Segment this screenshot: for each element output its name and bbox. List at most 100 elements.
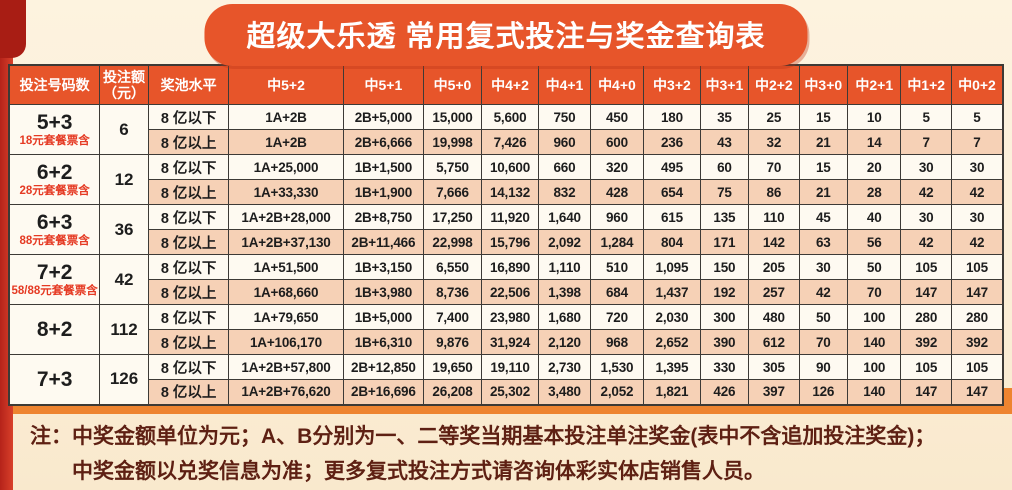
prize-value-cell: 330 [699, 354, 750, 380]
prize-value-cell: 28 [846, 179, 902, 205]
prize-value-cell: 600 [589, 129, 645, 155]
bet-amount-cell: 6 [99, 104, 149, 155]
prize-value-cell: 40 [846, 204, 902, 230]
prize-value-cell: 19,650 [423, 354, 482, 380]
table-row: 8+2 112 8 亿以下 1A+79,650 1B+5,000 7,400 23,980 1… [8, 304, 1004, 355]
prize-value-cell: 1A+2B+76,620 [228, 379, 344, 405]
prize-value-cell: 32 [748, 129, 800, 155]
pool-level-cell: 8 亿以上 [147, 129, 230, 155]
prize-value-cell: 147 [950, 379, 1004, 405]
prize-value-cell: 205 [748, 254, 800, 280]
prize-value-cell: 280 [900, 304, 952, 330]
prize-value-cell: 1A+2B+57,800 [228, 354, 344, 380]
table-row: 5+3 18元套餐票含 6 8 亿以下 1A+2B 2B+5,000 15,000 5,600… [8, 104, 1004, 155]
prize-value-cell: 9,876 [423, 329, 482, 355]
prize-value-cell: 1,284 [589, 229, 645, 255]
prize-value-cell: 750 [538, 104, 591, 130]
prize-value-cell: 2B+6,666 [342, 129, 425, 155]
header-hit-1-2: 中1+2 [900, 64, 952, 105]
prize-value-cell: 2,120 [538, 329, 591, 355]
table-row: 7+2 58/88元套餐票含 42 8 亿以下 1A+51,500 1B+3,150 6,5… [8, 254, 1004, 305]
header-hit-3-2: 中3+2 [643, 64, 701, 105]
prize-value-cell: 320 [589, 154, 645, 180]
prize-value-cell: 2,052 [589, 379, 645, 405]
prize-value-cell: 7,666 [423, 179, 482, 205]
prize-value-cell: 45 [798, 204, 849, 230]
prize-value-cell: 1A+51,500 [228, 254, 344, 280]
bet-numbers-cell: 6+3 88元套餐票含 [8, 204, 101, 255]
prize-value-cell: 7 [950, 129, 1004, 155]
note-lines: 中奖金额单位为元；A、B分别为一、二等奖当期基本投注单注奖金(表中不含追加投注奖… [72, 420, 990, 489]
prize-value-cell: 1,530 [589, 354, 645, 380]
prize-value-cell: 1,110 [538, 254, 591, 280]
bet-numbers-cell: 8+2 [8, 304, 101, 355]
prize-value-cell: 428 [589, 179, 645, 205]
prize-value-cell: 720 [589, 304, 645, 330]
prize-value-cell: 19,110 [480, 354, 540, 380]
prize-value-cell: 660 [538, 154, 591, 180]
bet-amount-cell: 126 [99, 354, 149, 405]
prize-value-cell: 1,395 [643, 354, 701, 380]
prize-value-cell: 1,821 [643, 379, 701, 405]
table-row: 6+3 88元套餐票含 36 8 亿以下 1A+2B+28,000 2B+8,750 17,… [8, 204, 1004, 255]
bet-numbers-cell: 6+2 28元套餐票含 [8, 154, 101, 205]
prize-value-cell: 8,736 [423, 279, 482, 305]
prize-value-cell: 1A+2B [228, 129, 344, 155]
table-row: 8 亿以上 1A+2B+37,130 2B+11,466 22,998 15,796 2,… [9, 229, 1004, 255]
header-hit-2-2: 中2+2 [748, 64, 800, 105]
prize-value-cell: 5 [950, 104, 1004, 130]
prize-value-cell: 25 [748, 104, 800, 130]
prize-value-cell: 35 [699, 104, 750, 130]
prize-value-cell: 390 [699, 329, 750, 355]
prize-value-cell: 11,920 [480, 204, 540, 230]
prize-value-cell: 140 [846, 329, 902, 355]
bet-package-note: 18元套餐票含 [19, 134, 90, 147]
bet-package-note: 28元套餐票含 [19, 184, 90, 197]
prize-value-cell: 75 [699, 179, 750, 205]
pool-level-cell: 8 亿以上 [147, 379, 230, 405]
prize-value-cell: 1,680 [538, 304, 591, 330]
note-line-1: 中奖金额单位为元；A、B分别为一、二等奖当期基本投注单注奖金(表中不含追加投注奖… [72, 425, 936, 448]
bet-amount-cell: 12 [99, 154, 149, 205]
prize-value-cell: 15,796 [480, 229, 540, 255]
bet-package-note: 58/88元套餐票含 [11, 284, 98, 297]
prize-value-cell: 30 [950, 204, 1004, 230]
prize-value-cell: 105 [950, 354, 1004, 380]
prize-value-cell: 426 [699, 379, 750, 405]
prize-value-cell: 105 [900, 254, 952, 280]
prize-value-cell: 22,506 [480, 279, 540, 305]
prize-value-cell: 42 [950, 229, 1004, 255]
pool-level-cell: 8 亿以下 [147, 254, 230, 280]
bet-amount-cell: 42 [99, 254, 149, 305]
bet-label: 6+3 [36, 210, 73, 234]
prize-value-cell: 1B+1,900 [342, 179, 425, 205]
prize-value-cell: 1A+79,650 [228, 304, 344, 330]
prize-value-cell: 110 [748, 204, 800, 230]
prize-value-cell: 70 [846, 279, 902, 305]
pool-level-cell: 8 亿以下 [147, 204, 230, 230]
prize-value-cell: 1A+25,000 [228, 154, 344, 180]
prize-value-cell: 2B+5,000 [342, 104, 425, 130]
prize-value-cell: 19,998 [423, 129, 482, 155]
prize-value-cell: 1,095 [643, 254, 701, 280]
prize-value-cell: 192 [699, 279, 750, 305]
note-prefix: 注： [30, 425, 72, 448]
prize-value-cell: 684 [589, 279, 645, 305]
header-hit-3-1: 中3+1 [699, 64, 750, 105]
prize-value-cell: 26,208 [423, 379, 482, 405]
prize-value-cell: 2,030 [643, 304, 701, 330]
header-hit-4-2: 中4+2 [480, 64, 540, 105]
prize-value-cell: 1B+3,150 [342, 254, 425, 280]
prize-value-cell: 2B+12,850 [342, 354, 425, 380]
prize-value-cell: 832 [538, 179, 591, 205]
bet-label: 6+2 [36, 160, 73, 184]
header-hit-4-0: 中4+0 [589, 64, 645, 105]
prize-value-cell: 3,480 [538, 379, 591, 405]
prize-value-cell: 42 [900, 229, 952, 255]
header-hit-2-1: 中2+1 [846, 64, 902, 105]
prize-value-cell: 612 [748, 329, 800, 355]
prize-value-cell: 50 [798, 304, 849, 330]
prize-value-cell: 397 [748, 379, 800, 405]
prize-value-cell: 1B+6,310 [342, 329, 425, 355]
